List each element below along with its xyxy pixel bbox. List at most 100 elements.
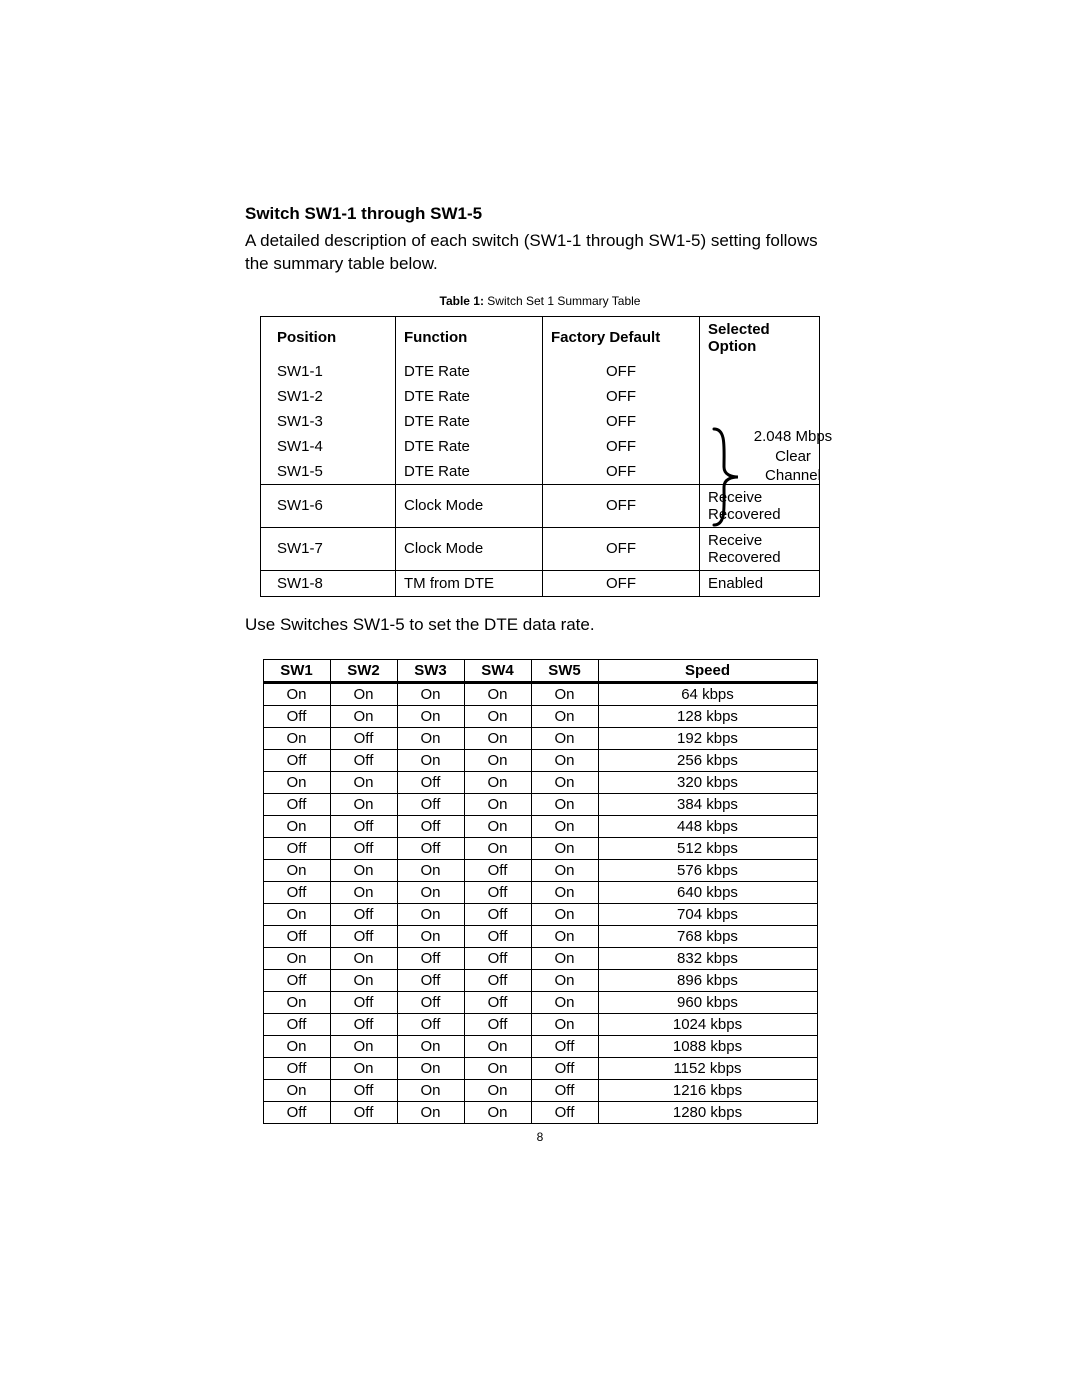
cell-default: OFF (543, 527, 700, 570)
cell-sw: Off (531, 1079, 598, 1101)
table-row: OffOnOnOnOff1152 kbps (263, 1057, 817, 1079)
cell-sw: On (531, 1013, 598, 1035)
cell-sw: Off (330, 1101, 397, 1123)
cell-sw: On (330, 1035, 397, 1057)
cell-function: DTE Rate (396, 409, 543, 434)
cell-function: TM from DTE (396, 570, 543, 596)
cell-sw: Off (464, 1013, 531, 1035)
col-position: Position (261, 316, 396, 359)
cell-sw: On (531, 969, 598, 991)
cell-sw: Off (330, 903, 397, 925)
cell-position: SW1-5 (261, 459, 396, 485)
cell-sw: On (397, 1079, 464, 1101)
cell-sw: Off (397, 1013, 464, 1035)
cell-speed: 1088 kbps (598, 1035, 817, 1057)
cell-sw: Off (263, 705, 330, 727)
cell-sw: On (397, 682, 464, 705)
cell-function: DTE Rate (396, 359, 543, 384)
cell-sw: Off (263, 969, 330, 991)
cell-sw: Off (330, 815, 397, 837)
cell-function: DTE Rate (396, 459, 543, 485)
cell-speed: 256 kbps (598, 749, 817, 771)
cell-sw: On (464, 727, 531, 749)
table-row: OnOnOffOnOn320 kbps (263, 771, 817, 793)
cell-speed: 128 kbps (598, 705, 817, 727)
cell-default: OFF (543, 484, 700, 527)
cell-sw: On (397, 903, 464, 925)
table1-caption-rest: Switch Set 1 Summary Table (484, 294, 641, 308)
table-row: OffOffOnOnOn256 kbps (263, 749, 817, 771)
cell-sw: Off (263, 881, 330, 903)
cell-position: SW1-4 (261, 434, 396, 459)
table1-caption-bold: Table 1: (440, 294, 484, 308)
cell-sw: On (330, 859, 397, 881)
cell-default: OFF (543, 384, 700, 409)
cell-sw: On (263, 991, 330, 1013)
table2-wrapper: SW1 SW2 SW3 SW4 SW5 Speed OnOnOnOnOn64 k… (263, 659, 818, 1124)
cell-sw: Off (397, 947, 464, 969)
cell-default: OFF (543, 409, 700, 434)
cell-sw: On (531, 771, 598, 793)
document-page: Switch SW1-1 through SW1-5 A detailed de… (0, 0, 1080, 1397)
cell-speed: 1280 kbps (598, 1101, 817, 1123)
cell-sw: On (397, 925, 464, 947)
table-row: OffOnOnOnOn128 kbps (263, 705, 817, 727)
cell-sw: On (397, 881, 464, 903)
cell-sw: On (531, 947, 598, 969)
col-sw1: SW1 (263, 659, 330, 682)
cell-speed: 896 kbps (598, 969, 817, 991)
cell-position: SW1-6 (261, 484, 396, 527)
cell-selected: Enabled (700, 570, 820, 596)
col-selected-option: Selected Option (700, 316, 820, 359)
speed-table: SW1 SW2 SW3 SW4 SW5 Speed OnOnOnOnOn64 k… (263, 659, 818, 1124)
cell-sw: On (397, 705, 464, 727)
cell-position: SW1-2 (261, 384, 396, 409)
cell-sw: On (263, 1079, 330, 1101)
cell-function: Clock Mode (396, 527, 543, 570)
col-sw3: SW3 (397, 659, 464, 682)
section-title: Switch SW1-1 through SW1-5 (245, 204, 835, 224)
cell-sw: On (263, 903, 330, 925)
cell-sw: On (531, 991, 598, 1013)
cell-default: OFF (543, 570, 700, 596)
cell-sw: On (464, 771, 531, 793)
cell-speed: 320 kbps (598, 771, 817, 793)
table-row: OnOnOffOffOn832 kbps (263, 947, 817, 969)
cell-function: Clock Mode (396, 484, 543, 527)
cell-sw: On (464, 749, 531, 771)
table-row: OffOffOnOffOn768 kbps (263, 925, 817, 947)
table-row: OffOnOffOffOn896 kbps (263, 969, 817, 991)
cell-speed: 192 kbps (598, 727, 817, 749)
cell-sw: On (531, 682, 598, 705)
cell-sw: Off (464, 925, 531, 947)
cell-sw: Off (263, 1013, 330, 1035)
cell-sw: On (330, 947, 397, 969)
cell-sw: On (397, 859, 464, 881)
table-header-row: SW1 SW2 SW3 SW4 SW5 Speed (263, 659, 817, 682)
cell-sw: On (464, 837, 531, 859)
cell-sw: On (263, 727, 330, 749)
cell-sw: On (464, 1079, 531, 1101)
cell-selected: Receive Recovered (700, 527, 820, 570)
cell-sw: On (263, 771, 330, 793)
cell-sw: Off (330, 749, 397, 771)
page-number: 8 (245, 1130, 835, 1144)
cell-sw: On (263, 1035, 330, 1057)
cell-sw: Off (464, 991, 531, 1013)
cell-sw: Off (397, 969, 464, 991)
cell-sw: On (397, 1035, 464, 1057)
table-row: OnOffOnOnOff1216 kbps (263, 1079, 817, 1101)
cell-sw: Off (397, 991, 464, 1013)
cell-sw: On (330, 682, 397, 705)
cell-position: SW1-1 (261, 359, 396, 384)
group-label-line1: 2.048 Mbps (754, 428, 832, 445)
cell-sw: Off (330, 925, 397, 947)
cell-sw: On (330, 705, 397, 727)
cell-speed: 512 kbps (598, 837, 817, 859)
cell-sw: On (263, 815, 330, 837)
cell-sw: On (330, 969, 397, 991)
cell-sw: On (531, 859, 598, 881)
cell-speed: 960 kbps (598, 991, 817, 1013)
cell-speed: 576 kbps (598, 859, 817, 881)
cell-sw: On (464, 815, 531, 837)
